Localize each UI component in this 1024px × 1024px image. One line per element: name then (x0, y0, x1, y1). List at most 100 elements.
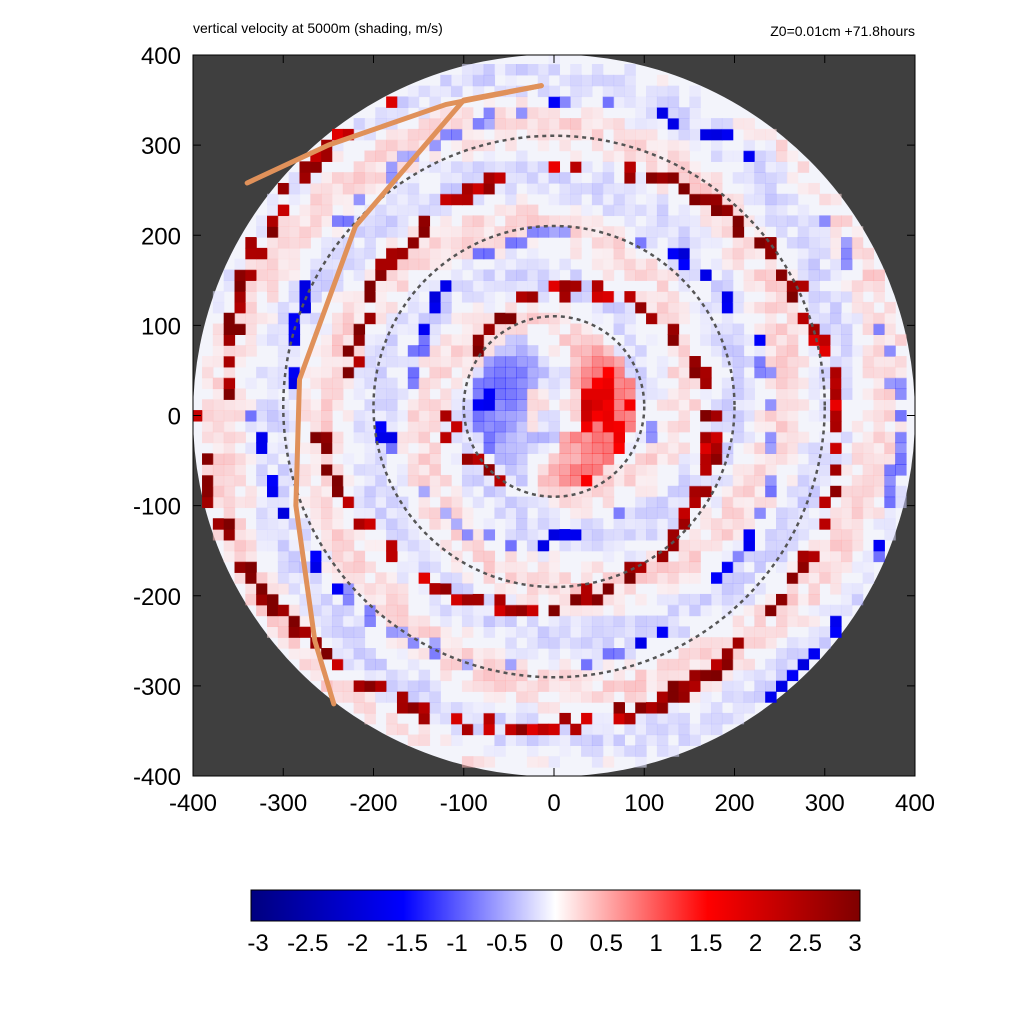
field-cell (732, 518, 745, 530)
field-cell (754, 453, 766, 465)
field-cell (277, 269, 290, 281)
field-cell (570, 734, 582, 746)
field-cell (451, 377, 463, 390)
field-cell (548, 583, 561, 595)
field-cell (721, 453, 734, 465)
field-cell (418, 161, 431, 173)
field-cell (288, 648, 301, 660)
field-cell (440, 301, 452, 314)
field-cell (429, 485, 441, 498)
field-cell (678, 172, 690, 184)
field-cell (548, 64, 561, 76)
field-cell (678, 496, 690, 509)
field-cell (407, 139, 420, 152)
field-cell (267, 301, 279, 314)
field-cell (494, 258, 506, 271)
field-cell (808, 561, 820, 573)
field-cell (310, 604, 322, 617)
field-cell (516, 334, 528, 346)
field-cell (505, 128, 517, 141)
field-cell (548, 388, 561, 400)
field-cell (840, 377, 853, 390)
field-cell (559, 593, 571, 606)
field-cell (721, 442, 734, 454)
field-cell (472, 182, 485, 195)
field-cell (321, 247, 333, 260)
field-cell (483, 118, 496, 130)
field-cell (407, 204, 420, 217)
field-cell (505, 118, 517, 130)
field-cell (288, 583, 301, 595)
field-cell (624, 648, 636, 660)
field-cell (613, 85, 625, 98)
field-cell (234, 453, 246, 465)
field-cell (808, 637, 820, 649)
field-cell (331, 442, 344, 454)
field-cell (613, 712, 625, 725)
field-cell (721, 226, 734, 238)
field-cell (516, 280, 528, 292)
field-cell (483, 150, 496, 162)
field-cell (559, 723, 571, 736)
field-cell (483, 377, 496, 390)
field-cell (516, 691, 528, 703)
field-cell (548, 269, 561, 281)
field-cell (418, 399, 431, 411)
field-cell (537, 226, 550, 238)
field-cell (570, 377, 582, 390)
field-cell (656, 529, 669, 541)
field-cell (461, 366, 474, 379)
field-cell (364, 539, 376, 552)
field-cell (678, 215, 690, 227)
field-cell (678, 334, 690, 346)
field-cell (570, 269, 582, 281)
field-cell (429, 204, 441, 217)
field-cell (407, 366, 420, 379)
field-cell (223, 356, 236, 368)
field-cell (570, 280, 582, 292)
field-cell (721, 399, 734, 411)
field-cell (602, 756, 615, 768)
field-cell (624, 118, 636, 130)
field-cell (288, 420, 301, 433)
field-cell (646, 377, 658, 390)
field-cell (624, 615, 636, 628)
field-cell (602, 539, 615, 552)
field-cell (299, 539, 311, 552)
field-cell (212, 323, 225, 336)
field-cell (765, 258, 777, 271)
field-cell (407, 172, 420, 184)
field-cell (310, 453, 322, 465)
field-cell (862, 258, 875, 271)
field-cell (483, 356, 496, 368)
field-cell (656, 193, 669, 206)
field-cell (873, 539, 885, 552)
field-cell (591, 64, 604, 76)
field-cell (732, 356, 745, 368)
field-cell (581, 637, 593, 649)
field-cell (873, 410, 885, 422)
field-cell (559, 529, 571, 541)
field-cell (526, 291, 539, 303)
field-cell (353, 637, 366, 649)
field-cell (624, 182, 636, 195)
field-cell (635, 345, 647, 357)
field-cell (635, 529, 647, 541)
field-cell (202, 474, 214, 487)
field-cell (776, 172, 788, 184)
field-cell (786, 453, 799, 465)
field-cell (721, 420, 734, 433)
field-cell (331, 604, 344, 617)
field-cell (646, 107, 658, 119)
field-cell (689, 139, 701, 152)
field-cell (202, 464, 214, 476)
field-cell (342, 691, 355, 703)
field-cell (451, 161, 463, 173)
field-cell (505, 334, 517, 346)
field-cell (732, 118, 745, 130)
field-cell (808, 215, 820, 227)
field-cell (570, 583, 582, 595)
field-cell (602, 399, 615, 411)
field-cell (624, 420, 636, 433)
field-cell (537, 64, 550, 76)
